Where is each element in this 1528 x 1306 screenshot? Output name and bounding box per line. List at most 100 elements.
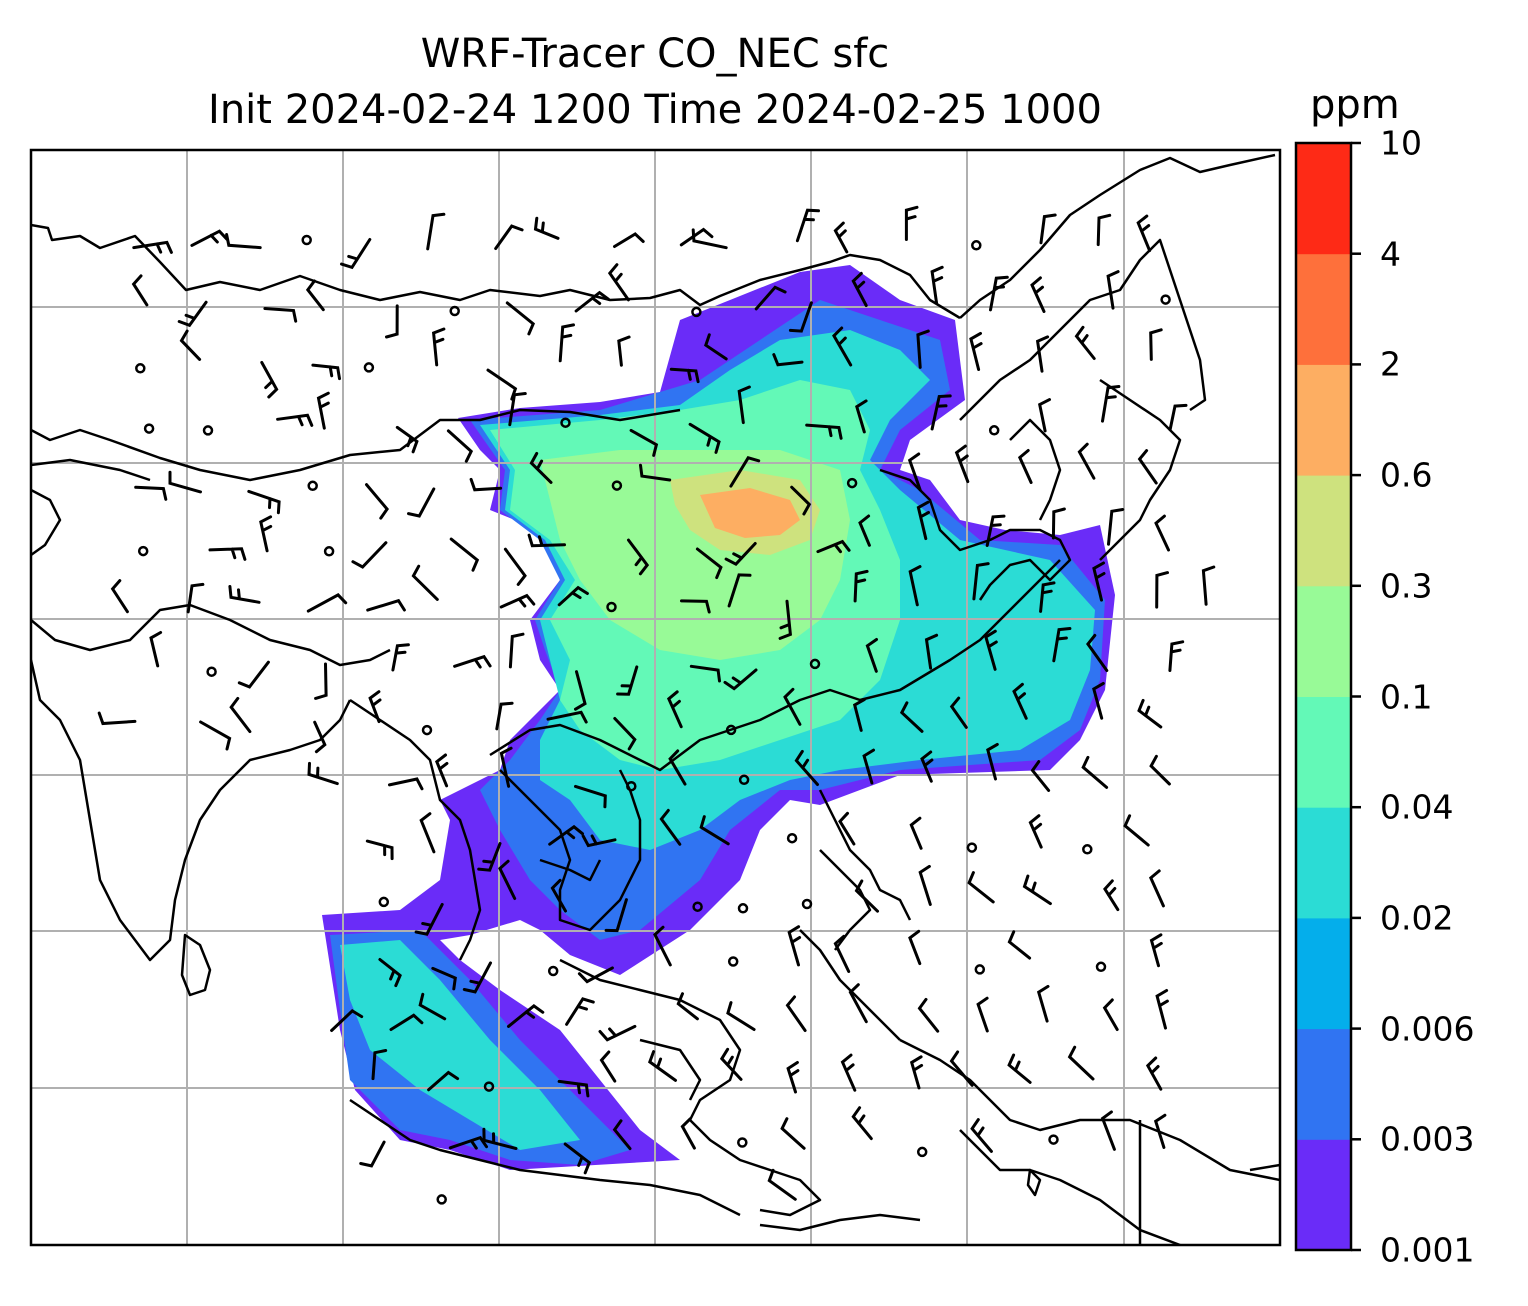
wind-barb [832,326,853,367]
wind-barb [1107,508,1125,546]
wind-barb [972,562,990,601]
calm-marker [301,234,312,246]
wind-barb [179,329,202,361]
wind-barb [499,593,536,609]
wind-barb [426,212,446,251]
wind-barb [669,367,700,384]
wind-barb [371,1049,388,1081]
wind-barb [924,633,939,670]
wind-barb [916,329,930,369]
wind-barb [767,1168,797,1201]
calm-marker [786,832,798,844]
calm-marker [135,363,146,374]
wind-barb [546,710,588,724]
wind-barb [1036,984,1050,1023]
colorbar-tick-label: 4 [1380,234,1401,274]
wind-barb [469,477,503,492]
calm-marker [725,724,737,736]
calm-marker [626,780,637,792]
wind-barb [754,285,787,311]
calm-marker [206,666,217,677]
wind-barb [385,304,399,339]
calm-marker [1048,1134,1059,1145]
wind-barb [1201,565,1216,606]
wind-barb [604,898,628,933]
wind-barb [723,668,758,691]
wind-barb [330,1009,364,1032]
wind-barb [574,784,607,809]
wind-barb [462,961,492,994]
wind-barb [448,1135,488,1150]
wind-barb [229,696,252,734]
wind-barb [680,1117,696,1150]
calm-marker [606,601,617,613]
wind-barb [680,599,711,614]
colorbar-unit: ppm [1310,82,1400,128]
wind-barb [529,452,553,484]
wind-barb [985,514,1006,547]
wind-barb [1030,760,1051,792]
wind-barb [617,335,631,367]
wind-barb [854,879,879,913]
wind-barb [259,515,273,553]
wind-barb [783,687,802,726]
wind-barb [613,232,645,248]
wind-barb [1092,561,1106,602]
calm-marker [611,480,623,491]
wind-barb [969,331,983,371]
wind-barb [340,238,372,270]
wind-barb [550,878,567,913]
wind-barb [930,265,944,305]
field-level-mid-south [340,940,580,1150]
wind-barb [772,353,804,367]
wind-barb [612,1119,632,1151]
calm-marker [143,423,155,434]
wind-barb [132,240,173,254]
wind-barb [557,1079,590,1098]
calm-marker [560,417,571,428]
wind-barb [97,711,137,726]
wind-barb [840,1053,857,1092]
wind-barb [724,542,757,567]
wind-barb [505,301,536,336]
calm-marker [737,1137,748,1148]
wind-barb [1168,640,1185,672]
coastlines-borders [31,153,1280,1245]
wind-barb [482,1127,518,1150]
calm-marker [547,965,559,977]
wind-barb [260,361,279,399]
wind-barb [1100,1110,1116,1151]
wind-barb [949,1050,974,1087]
wind-barb [306,593,348,613]
colorbar-segment [1296,364,1351,476]
wind-barb [574,670,587,711]
wind-barb [427,1070,460,1092]
wind-barb [503,547,527,586]
wind-barb [431,966,457,991]
wind-barb [695,547,723,580]
field-level-peak [700,488,800,538]
wind-barb [391,643,410,672]
colorbar-segment [1296,253,1351,365]
co-concentration-field [322,265,1115,1170]
wind-barb [970,1118,993,1153]
wind-barb [499,746,513,788]
wind-barb [307,761,339,786]
wind-barb [858,514,871,547]
wind-barb [1148,869,1165,908]
wind-barb [1039,213,1057,245]
wind-barb [388,777,424,791]
colorbar-tick-label: 10 [1380,123,1422,163]
wind-barb [1145,1056,1163,1091]
wind-barb [785,995,807,1032]
wind-barb [778,599,793,640]
wind-barb [527,533,566,548]
wind-barb [848,983,868,1024]
wind-barb [533,216,560,240]
wind-barb [699,815,730,846]
colorbar-segment [1296,1139,1351,1251]
calm-marker [974,964,986,975]
calm-marker [809,658,821,670]
wind-barb [616,665,639,696]
